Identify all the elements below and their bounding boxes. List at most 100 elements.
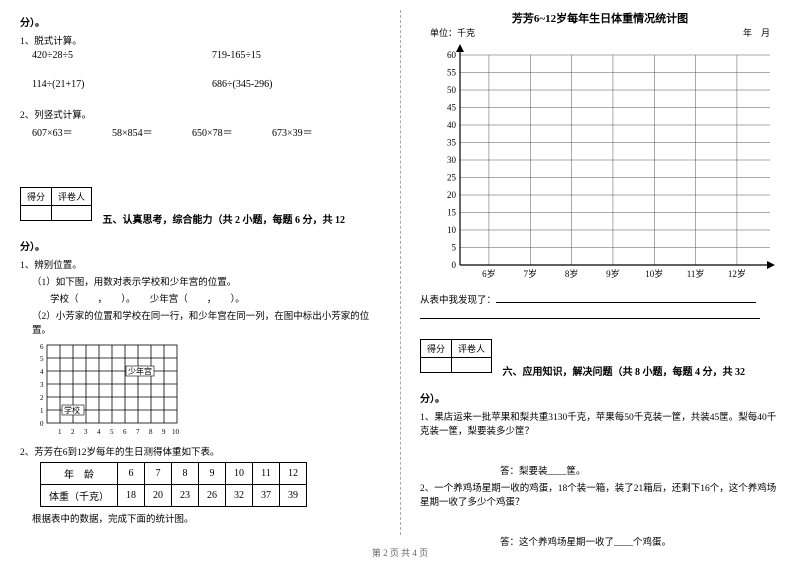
svg-text:0: 0	[40, 420, 44, 428]
unit-label: 单位：千克	[430, 26, 475, 39]
svg-text:5: 5	[40, 355, 44, 363]
expr: 686÷(345-296)	[212, 79, 272, 90]
q2-text: 2、一个养鸡场星期一收的鸡蛋，18个装一箱，装了21箱后，还剩下16个，这个养鸡…	[420, 480, 780, 508]
svg-text:9岁: 9岁	[606, 268, 620, 279]
svg-text:30: 30	[447, 155, 457, 165]
table-data-row: 体重（千克） 18 20 23 26 32 37 39	[41, 485, 307, 507]
svg-text:8岁: 8岁	[565, 268, 579, 279]
svg-text:6: 6	[40, 343, 44, 351]
table-cell: 体重（千克）	[41, 485, 118, 507]
position-grid: 学校 少年宫 012 3456 123 456 78910	[32, 340, 192, 440]
svg-text:2: 2	[71, 428, 75, 436]
chart-title: 芳芳6~12岁每年生日体重情况统计图	[420, 10, 780, 26]
q2-exprs: 607×63＝ 58×854＝ 650×78＝ 673×39＝	[32, 124, 380, 139]
svg-text:55: 55	[447, 68, 457, 78]
p2-title: 2、芳芳在6到12岁每年的生日测得体重如下表。	[20, 444, 380, 458]
q1-answer: 答：梨要装____筐。	[500, 463, 780, 477]
expr: 420÷28÷5	[32, 50, 212, 61]
discover-line: 从表中我发现了：	[420, 292, 780, 306]
svg-text:4: 4	[40, 368, 44, 376]
weight-chart: 605550454035302520151050 6岁7岁8岁9岁10岁11岁1…	[420, 39, 780, 289]
table-cell: 11	[253, 463, 280, 485]
table-header-row: 年 龄 6 7 8 9 10 11 12	[41, 463, 307, 485]
fen-right: 分）。	[420, 390, 780, 405]
score-box-right: 得分 评卷人	[420, 339, 492, 373]
p2-note: 根据表中的数据，完成下面的统计图。	[32, 511, 380, 525]
palace-label: 少年宫	[128, 366, 152, 376]
expr: 719-165÷15	[212, 50, 261, 61]
svg-text:1: 1	[40, 407, 44, 415]
right-column: 芳芳6~12岁每年生日体重情况统计图 单位：千克 年 月 60555045403…	[400, 0, 800, 545]
expr: 607×63＝	[32, 124, 112, 139]
svg-text:6岁: 6岁	[482, 268, 496, 279]
svg-text:10: 10	[447, 225, 457, 235]
svg-text:7岁: 7岁	[524, 268, 538, 279]
blank-cell	[421, 358, 452, 373]
svg-text:12岁: 12岁	[728, 268, 746, 279]
svg-text:25: 25	[447, 173, 457, 183]
svg-text:40: 40	[447, 120, 457, 130]
expr: 114÷(21+17)	[32, 79, 212, 90]
table-cell: 10	[226, 463, 253, 485]
score-box-left: 得分 评卷人	[20, 187, 92, 221]
grader-cell: 评卷人	[52, 188, 92, 206]
fen-mid: 分）。	[20, 238, 380, 253]
svg-text:3: 3	[84, 428, 88, 436]
svg-text:45: 45	[447, 103, 457, 113]
date-label: 年 月	[743, 26, 770, 39]
svg-text:4: 4	[97, 428, 101, 436]
svg-text:0: 0	[452, 260, 457, 270]
section5-title: 五、认真思考，综合能力（共 2 小题，每题 6 分，共 12	[103, 215, 346, 226]
q1-row1: 420÷28÷5 719-165÷15	[32, 50, 380, 61]
weight-table: 年 龄 6 7 8 9 10 11 12 体重（千克） 18 20 23 26 …	[40, 462, 307, 507]
table-cell: 8	[172, 463, 199, 485]
p1-sub1: （1）如下图，用数对表示学校和少年宫的位置。	[32, 274, 380, 288]
p1-school: 学校（ ， ）。 少年宫（ ， ）。	[50, 291, 380, 305]
svg-text:5: 5	[110, 428, 114, 436]
table-cell: 39	[280, 485, 307, 507]
blank-cell	[21, 206, 52, 221]
table-cell: 37	[253, 485, 280, 507]
table-cell: 9	[199, 463, 226, 485]
svg-text:11岁: 11岁	[687, 268, 705, 279]
school-label: 学校	[64, 405, 80, 415]
svg-text:15: 15	[447, 208, 457, 218]
q1-row2: 114÷(21+17) 686÷(345-296)	[32, 79, 380, 90]
table-cell: 12	[280, 463, 307, 485]
svg-text:3: 3	[40, 381, 44, 389]
fen-top: 分）。	[20, 14, 380, 29]
blank-cell	[452, 358, 492, 373]
table-cell: 6	[118, 463, 145, 485]
table-cell: 7	[145, 463, 172, 485]
q2-title: 2、列竖式计算。	[20, 107, 380, 121]
score-cell: 得分	[21, 188, 52, 206]
section6-title: 六、应用知识，解决问题（共 8 小题，每题 4 分，共 32	[503, 367, 746, 378]
svg-text:7: 7	[136, 428, 140, 436]
page-footer: 第 2 页 共 4 页	[0, 546, 800, 559]
p1-title: 1、辨别位置。	[20, 257, 380, 271]
chart-subheader: 单位：千克 年 月	[420, 26, 780, 39]
table-cell: 26	[199, 485, 226, 507]
svg-text:60: 60	[447, 50, 457, 60]
svg-text:5: 5	[452, 243, 457, 253]
table-cell: 20	[145, 485, 172, 507]
table-cell: 年 龄	[41, 463, 118, 485]
expr: 650×78＝	[192, 124, 272, 139]
table-cell: 18	[118, 485, 145, 507]
score-cell: 得分	[421, 340, 452, 358]
expr: 673×39＝	[272, 124, 313, 139]
svg-text:8: 8	[149, 428, 153, 436]
table-cell: 32	[226, 485, 253, 507]
svg-text:35: 35	[447, 138, 457, 148]
q1-text: 1、果店运来一批苹果和梨共重3130千克，苹果每50千克装一筐，共装45筐。梨每…	[420, 409, 780, 437]
table-cell: 23	[172, 485, 199, 507]
blank-cell	[52, 206, 92, 221]
svg-text:50: 50	[447, 85, 457, 95]
svg-text:20: 20	[447, 190, 457, 200]
svg-text:1: 1	[58, 428, 62, 436]
expr: 58×854＝	[112, 124, 192, 139]
left-column: 分）。 1、脱式计算。 420÷28÷5 719-165÷15 114÷(21+…	[0, 0, 400, 545]
q1-title: 1、脱式计算。	[20, 33, 380, 47]
discover-label: 从表中我发现了：	[420, 296, 496, 306]
p1-sub2: （2）小芳家的位置和学校在同一行，和少年宫在同一列，在图中标出小芳家的位置。	[32, 308, 380, 336]
